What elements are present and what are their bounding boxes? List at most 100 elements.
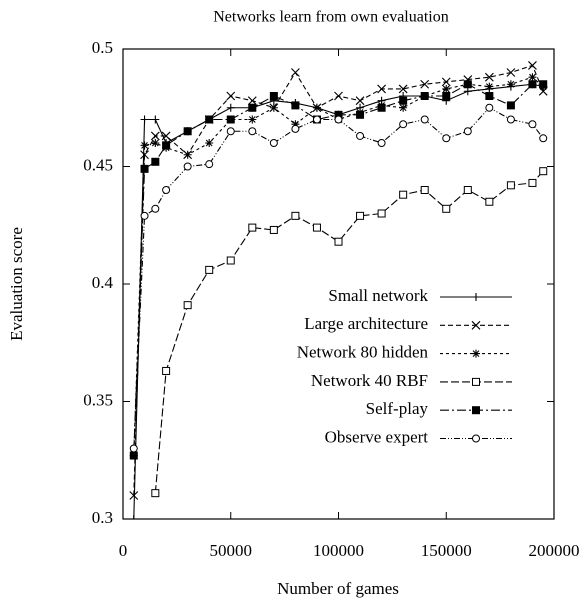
marker-shape <box>151 157 160 166</box>
marker-shape <box>162 186 171 194</box>
marker-shape <box>420 79 430 89</box>
marker-shape <box>471 320 481 330</box>
marker-shape <box>399 103 408 112</box>
point <box>140 164 149 173</box>
marker-shape <box>484 72 494 82</box>
legend-label: Large architecture <box>304 314 428 333</box>
legend-marker <box>472 377 480 386</box>
point <box>377 103 386 112</box>
point <box>226 91 236 101</box>
point <box>484 72 494 82</box>
marker-shape <box>205 160 214 169</box>
y-tick-label: 0.3 <box>92 508 113 527</box>
point <box>269 92 278 100</box>
point <box>183 127 192 136</box>
legend-marker <box>472 293 480 301</box>
point <box>334 115 343 124</box>
marker-shape <box>485 103 494 112</box>
point <box>291 124 300 133</box>
marker-shape <box>226 115 235 124</box>
x-tick-label: 50000 <box>210 541 253 560</box>
marker-shape <box>399 120 408 129</box>
point <box>269 139 278 147</box>
point <box>442 84 451 93</box>
point <box>441 77 451 87</box>
point <box>226 127 235 136</box>
marker-shape <box>269 139 278 147</box>
point <box>334 91 343 101</box>
marker-shape <box>291 68 300 77</box>
marker-shape <box>269 103 278 112</box>
point <box>129 444 138 453</box>
point <box>162 141 171 150</box>
point <box>485 92 494 100</box>
marker-shape <box>248 223 257 232</box>
marker-shape <box>334 237 343 246</box>
marker-shape <box>312 223 321 232</box>
marker-shape <box>248 103 257 112</box>
point <box>442 204 451 213</box>
marker-shape <box>312 115 321 124</box>
marker-shape <box>151 139 160 147</box>
legend-marker <box>472 434 480 443</box>
point <box>291 101 300 110</box>
point <box>463 87 472 96</box>
marker-shape <box>377 139 386 147</box>
marker-shape <box>399 96 408 105</box>
point <box>528 80 537 89</box>
marker-shape <box>312 103 321 112</box>
point <box>129 451 138 460</box>
marker-shape <box>140 115 149 124</box>
marker-shape <box>420 186 429 194</box>
marker-shape <box>291 101 300 110</box>
point <box>463 186 472 194</box>
point <box>506 115 515 124</box>
point <box>420 79 430 89</box>
marker-shape <box>162 366 171 375</box>
point <box>226 103 235 112</box>
marker-shape <box>539 80 548 89</box>
y-axis-label: Evaluation score <box>7 227 26 341</box>
marker-shape <box>442 92 451 100</box>
y-tick-label: 0.5 <box>92 38 113 57</box>
marker-shape <box>247 96 257 106</box>
marker-shape <box>472 434 480 443</box>
point <box>151 157 160 166</box>
marker-shape <box>420 115 429 124</box>
marker-shape <box>463 80 472 89</box>
point <box>183 301 192 310</box>
marker-shape <box>441 77 451 87</box>
point <box>140 141 149 150</box>
marker-shape <box>269 92 278 100</box>
point <box>485 82 494 91</box>
legend-label: Observe expert <box>325 427 429 446</box>
series-line <box>133 83 544 456</box>
marker-shape <box>377 209 386 218</box>
point <box>269 103 278 112</box>
marker-shape <box>183 301 192 310</box>
point <box>205 139 214 147</box>
marker-shape <box>151 489 160 498</box>
marker-shape <box>463 186 472 194</box>
marker-shape <box>442 84 451 93</box>
marker-shape <box>442 134 451 143</box>
point <box>420 115 429 124</box>
point <box>140 115 149 124</box>
point <box>399 103 408 112</box>
point <box>247 96 257 106</box>
point <box>248 103 257 112</box>
marker-shape <box>151 204 160 213</box>
marker-shape <box>205 115 214 124</box>
marker-shape <box>539 167 548 176</box>
marker-shape <box>291 120 300 129</box>
marker-shape <box>399 190 408 199</box>
point <box>420 186 429 194</box>
y-tick-label: 0.35 <box>83 390 113 409</box>
point <box>356 211 365 220</box>
marker-shape <box>129 515 138 519</box>
x-tick-label: 200000 <box>529 541 579 560</box>
marker-shape <box>291 211 300 220</box>
point <box>420 92 429 100</box>
point <box>356 131 365 140</box>
marker-shape <box>377 103 386 112</box>
